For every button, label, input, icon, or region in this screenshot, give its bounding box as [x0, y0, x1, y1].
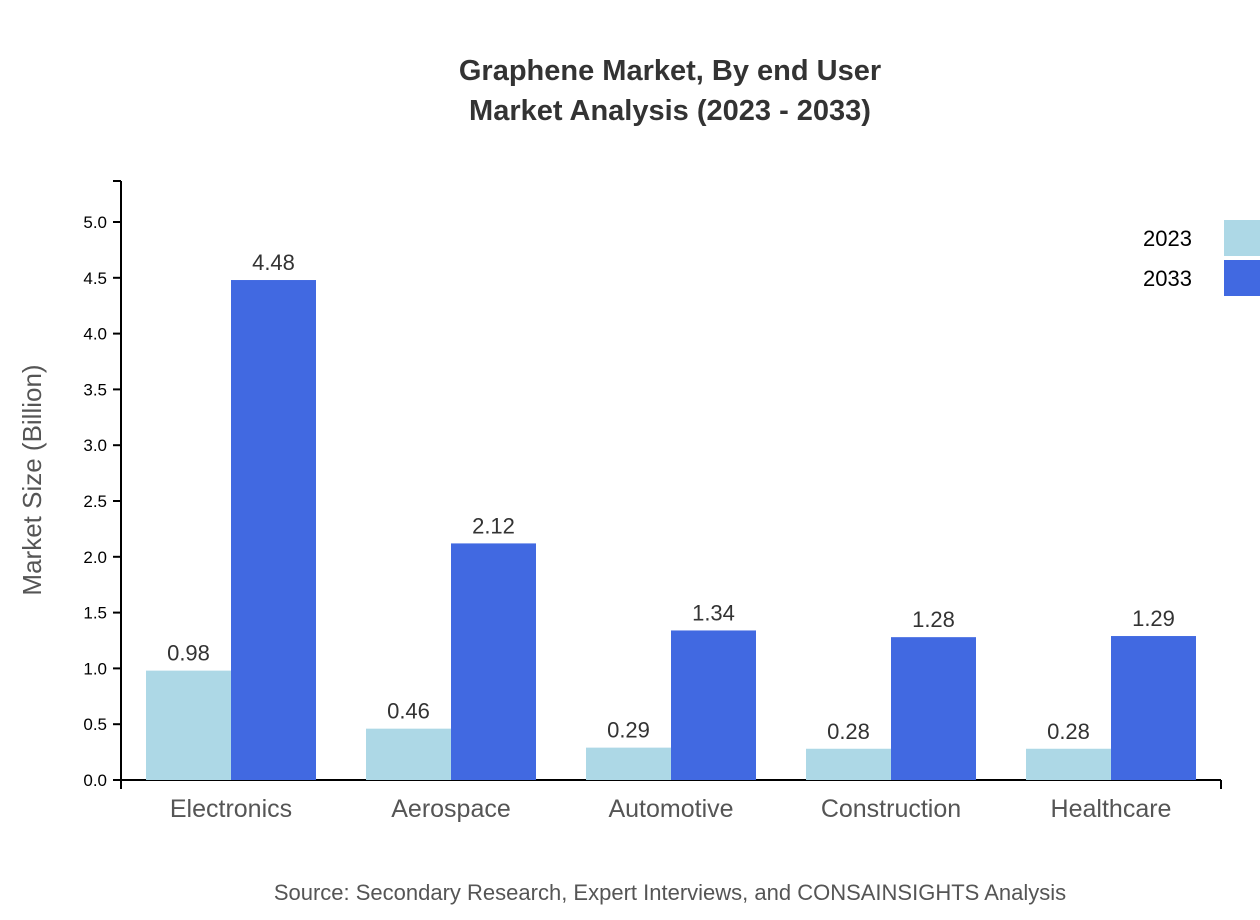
- x-tick-label: Aerospace: [391, 795, 511, 823]
- y-tick-label: 2.0: [83, 548, 107, 567]
- bar-2033: [231, 280, 316, 780]
- legend-swatch: [1224, 220, 1260, 256]
- x-tick-label: Electronics: [170, 795, 292, 823]
- y-tick-label: 3.0: [83, 436, 107, 455]
- y-tick-label: 4.0: [83, 325, 107, 344]
- x-tick-label: Construction: [821, 795, 961, 823]
- bar-2023: [366, 728, 451, 780]
- data-label: 1.29: [1132, 606, 1175, 631]
- data-label: 0.28: [827, 719, 870, 744]
- legend-label: 2033: [1143, 266, 1192, 291]
- bar-2023: [1026, 748, 1111, 780]
- data-label: 0.46: [387, 699, 430, 724]
- data-label: 1.34: [692, 600, 735, 625]
- y-tick-label: 1.0: [83, 659, 107, 678]
- x-tick-label: Healthcare: [1051, 795, 1172, 823]
- data-label: 4.48: [252, 250, 295, 275]
- x-tick-label: Automotive: [608, 795, 733, 823]
- y-tick-label: 0.0: [83, 771, 107, 790]
- data-label: 0.29: [607, 718, 650, 743]
- source-note: Source: Secondary Research, Expert Inter…: [274, 880, 1066, 905]
- data-label: 0.28: [1047, 719, 1090, 744]
- bar-2033: [671, 630, 756, 780]
- y-tick-label: 4.5: [83, 269, 107, 288]
- y-tick-label: 2.5: [83, 492, 107, 511]
- bar-2033: [1111, 636, 1196, 780]
- legend-swatch: [1224, 260, 1260, 296]
- bar-2033: [891, 637, 976, 780]
- data-label: 2.12: [472, 513, 515, 538]
- y-tick-label: 5.0: [83, 213, 107, 232]
- bar-2023: [146, 670, 231, 780]
- y-tick-label: 1.5: [83, 604, 107, 623]
- chart-subtitle: Market Analysis (2023 - 2033): [469, 95, 871, 127]
- bar-2023: [806, 748, 891, 780]
- bar-2023: [586, 747, 671, 780]
- data-label: 1.28: [912, 607, 955, 632]
- y-tick-label: 0.5: [83, 715, 107, 734]
- y-axis-label: Market Size (Billion): [17, 364, 47, 595]
- y-tick-label: 3.5: [83, 380, 107, 399]
- legend-label: 2023: [1143, 226, 1192, 251]
- bar-2033: [451, 543, 536, 780]
- chart-title: Graphene Market, By end User: [459, 55, 881, 87]
- data-label: 0.98: [167, 641, 210, 666]
